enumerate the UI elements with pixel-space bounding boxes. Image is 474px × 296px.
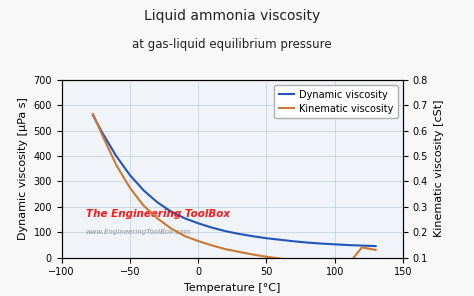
Kinematic viscosity [155,216,160,220]
Text: The Engineering ToolBox: The Engineering ToolBox [85,209,229,219]
Kinematic viscosity [168,226,173,230]
Dynamic viscosity [195,221,201,225]
Dynamic viscosity [318,242,324,245]
Kinematic viscosity [90,112,96,116]
Dynamic viscosity [291,239,297,243]
Kinematic viscosity [359,246,365,249]
Dynamic viscosity [332,242,337,246]
Dynamic viscosity [373,244,378,248]
Kinematic viscosity [250,253,255,256]
Dynamic viscosity [141,189,146,192]
Kinematic viscosity [332,262,337,266]
Kinematic viscosity [182,234,187,238]
Kinematic viscosity [277,257,283,260]
Text: www.EngineeringToolBox.com: www.EngineeringToolBox.com [85,229,191,235]
Line: Kinematic viscosity: Kinematic viscosity [93,114,375,264]
Dynamic viscosity [236,232,242,236]
Legend: Dynamic viscosity, Kinematic viscosity: Dynamic viscosity, Kinematic viscosity [274,85,398,118]
Kinematic viscosity [209,244,215,247]
Kinematic viscosity [113,163,119,167]
Y-axis label: Kinematic viscosity [cSt]: Kinematic viscosity [cSt] [434,100,444,237]
Dynamic viscosity [90,114,96,117]
Kinematic viscosity [223,247,228,251]
Dynamic viscosity [277,238,283,242]
Kinematic viscosity [236,250,242,254]
Kinematic viscosity [304,260,310,263]
Dynamic viscosity [155,200,160,204]
Dynamic viscosity [168,210,173,213]
Dynamic viscosity [250,234,255,238]
Kinematic viscosity [100,134,105,138]
Y-axis label: Dynamic viscosity [μPa s]: Dynamic viscosity [μPa s] [18,97,28,240]
Dynamic viscosity [127,173,133,177]
Dynamic viscosity [346,243,351,247]
Kinematic viscosity [318,261,324,264]
X-axis label: Temperature [°C]: Temperature [°C] [184,283,281,293]
Kinematic viscosity [195,239,201,243]
Kinematic viscosity [346,263,351,266]
Kinematic viscosity [291,258,297,262]
Kinematic viscosity [127,186,133,189]
Text: Liquid ammonia viscosity: Liquid ammonia viscosity [144,9,320,23]
Text: at gas-liquid equilibrium pressure: at gas-liquid equilibrium pressure [132,38,332,52]
Line: Dynamic viscosity: Dynamic viscosity [93,115,375,246]
Dynamic viscosity [264,237,269,240]
Dynamic viscosity [209,226,215,229]
Dynamic viscosity [223,229,228,233]
Dynamic viscosity [304,241,310,244]
Dynamic viscosity [182,216,187,220]
Kinematic viscosity [141,204,146,207]
Kinematic viscosity [264,255,269,258]
Dynamic viscosity [100,131,105,135]
Kinematic viscosity [373,248,378,252]
Dynamic viscosity [359,244,365,247]
Dynamic viscosity [113,154,119,158]
